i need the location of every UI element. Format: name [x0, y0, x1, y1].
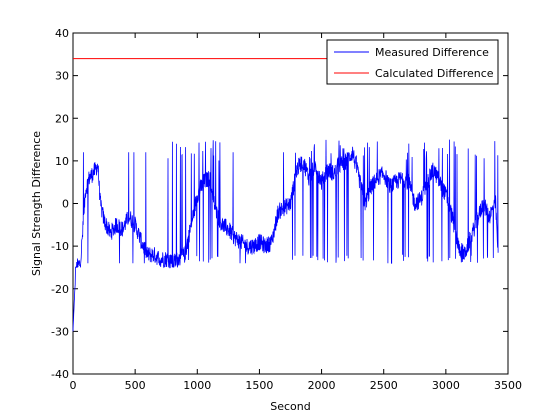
- x-axis-label: Second: [270, 400, 310, 413]
- x-tick-label: 3500: [494, 379, 522, 392]
- y-tick-label: -40: [51, 368, 69, 381]
- x-tick-label: 1500: [245, 379, 273, 392]
- y-tick-label: 20: [55, 112, 69, 125]
- series-line-measured-difference: [72, 139, 499, 332]
- y-tick-label: -30: [51, 325, 69, 338]
- legend-label-calculated-difference: Calculated Difference: [375, 67, 494, 80]
- x-tick-label: 2500: [370, 379, 398, 392]
- y-tick-label: 10: [55, 155, 69, 168]
- x-tick-label: 2000: [308, 379, 336, 392]
- y-tick-label: -20: [51, 283, 69, 296]
- y-tick-label: 30: [55, 70, 69, 83]
- y-axis-ticks: -40 -30 -20 -10 0 10 20 30 40: [51, 27, 508, 381]
- legend: Measured Difference Calculated Differenc…: [326, 39, 499, 85]
- x-tick-label: 500: [125, 379, 146, 392]
- x-tick-label: 0: [70, 379, 77, 392]
- plot-area: -40 -30 -20 -10 0 10 20 30 40 0 500 1000 1500 2000 25…: [51, 27, 522, 392]
- x-tick-label: 1000: [183, 379, 211, 392]
- legend-box: [326, 39, 499, 85]
- y-axis-label: Signal Strength Difference: [30, 131, 43, 276]
- x-axis-ticks: 0 500 1000 1500 2000 2500 3000 3500: [70, 33, 522, 392]
- legend-label-measured-difference: Measured Difference: [375, 46, 489, 59]
- y-tick-label: 0: [62, 198, 69, 211]
- y-tick-label: -10: [51, 240, 69, 253]
- x-tick-label: 3000: [432, 379, 460, 392]
- y-tick-label: 40: [55, 27, 69, 40]
